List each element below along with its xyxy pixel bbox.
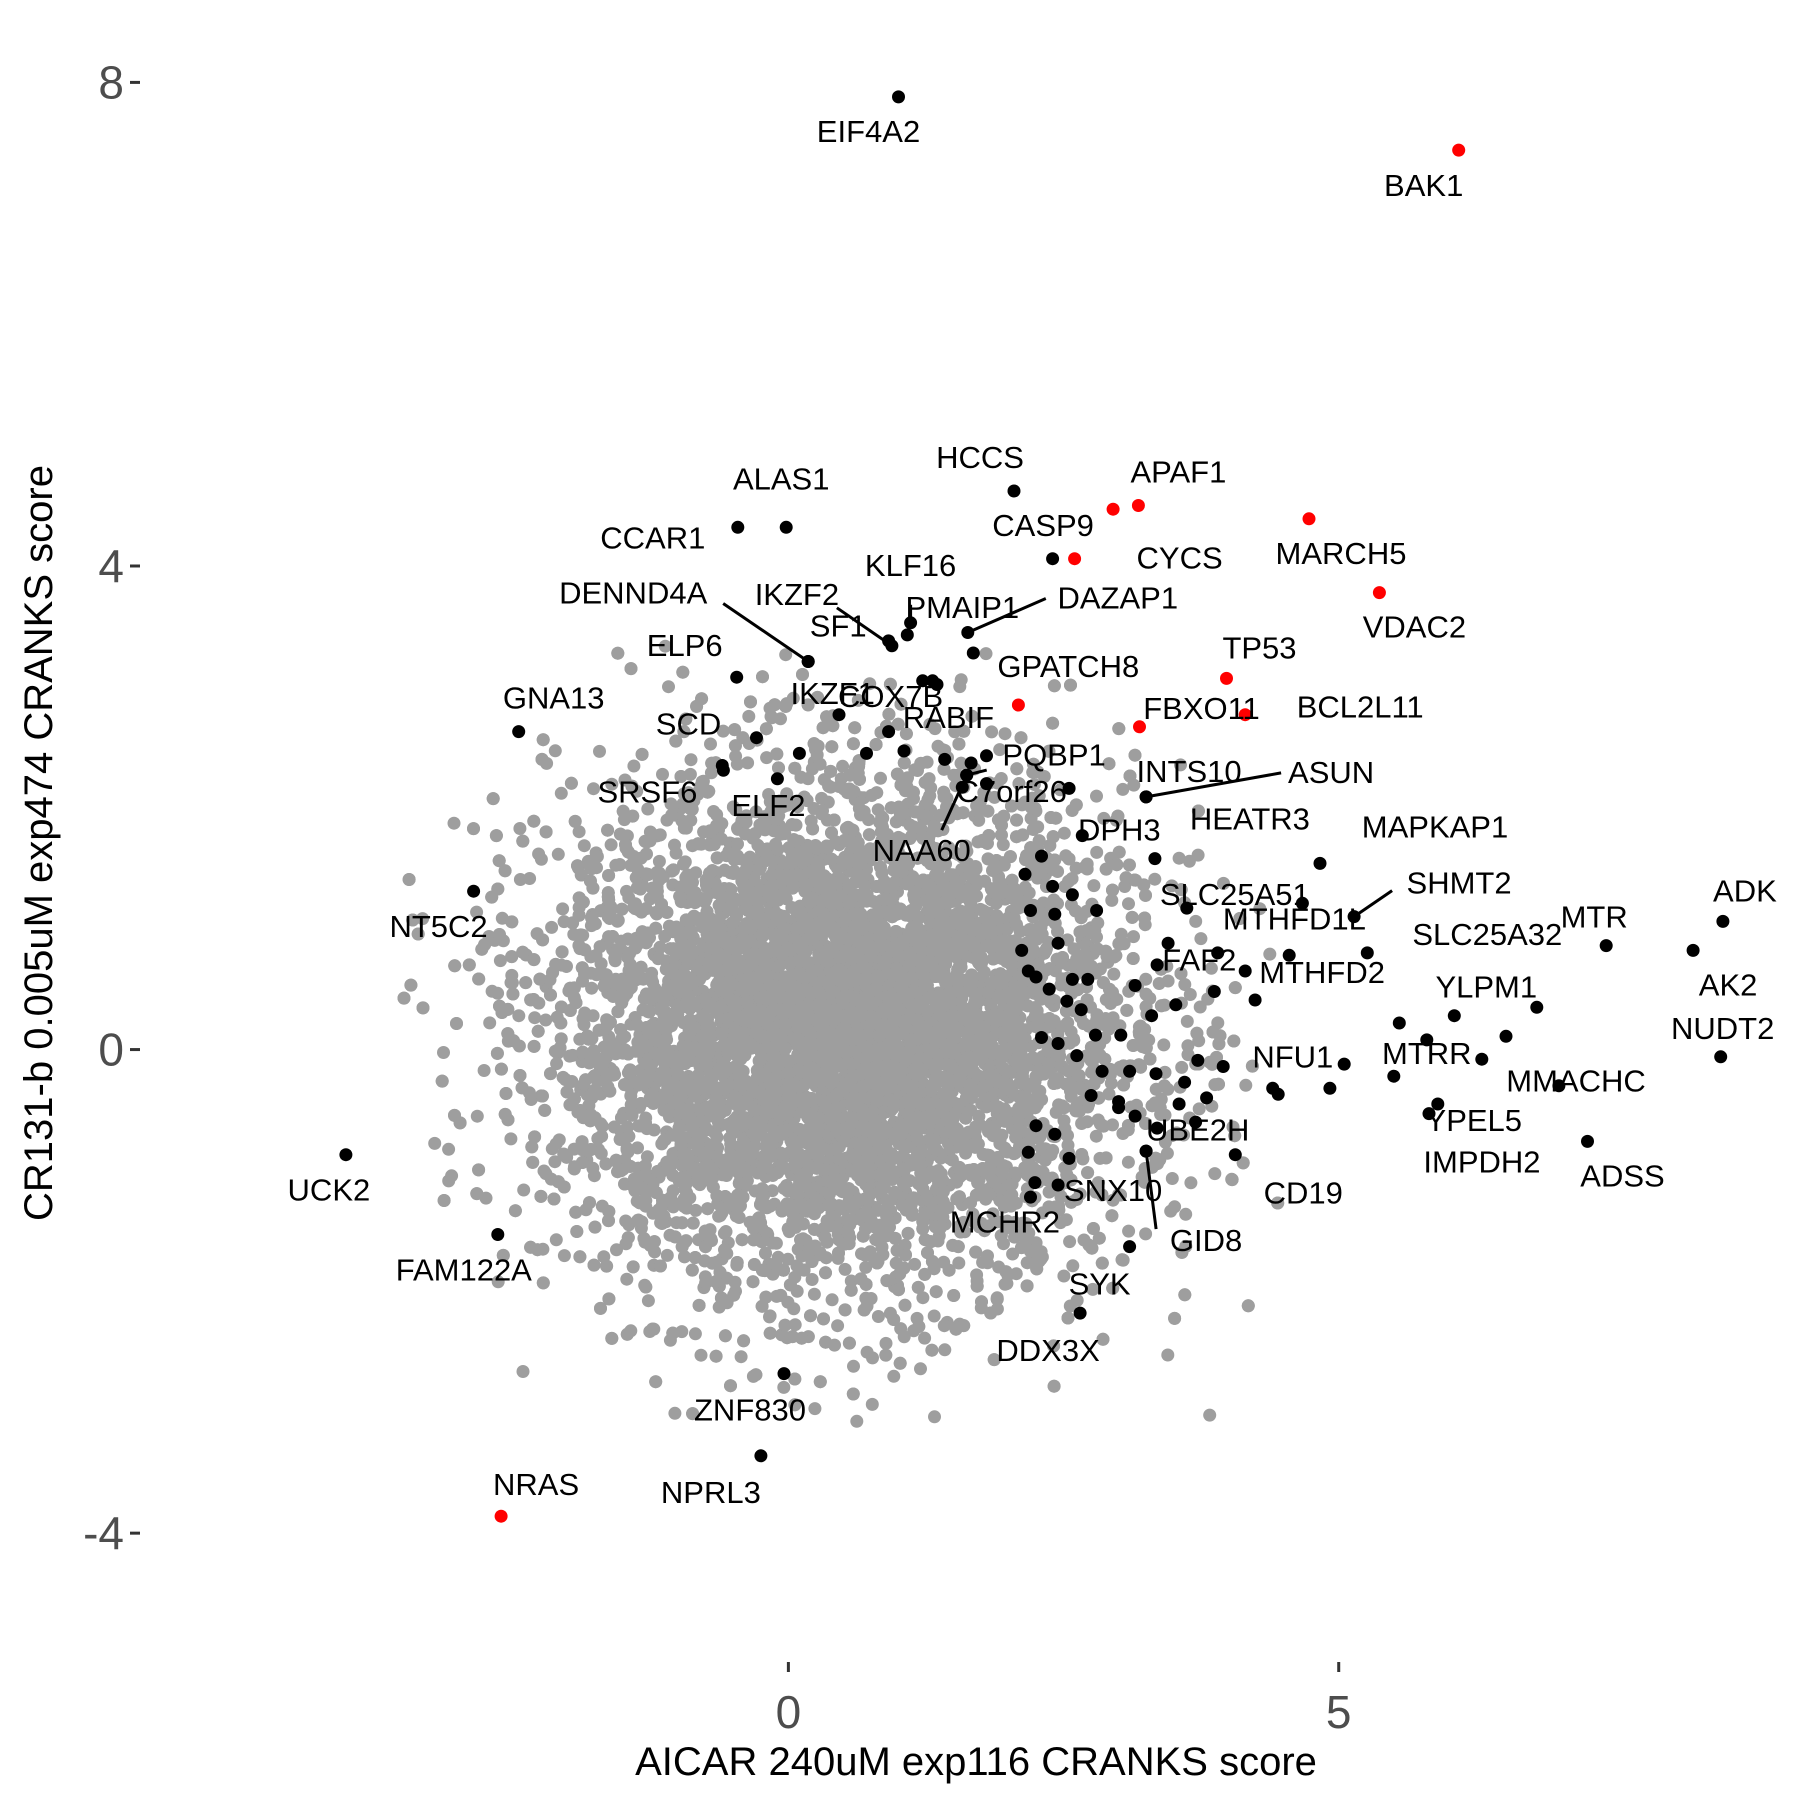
bulk-point	[741, 756, 755, 770]
bulk-point	[874, 771, 887, 785]
bulk-point	[871, 1310, 885, 1323]
bulk-point	[1116, 782, 1130, 796]
bulk-point	[954, 673, 968, 687]
bulk-point	[808, 1402, 822, 1416]
bulk-point	[838, 1262, 852, 1276]
bulk-point	[928, 1410, 941, 1424]
bulk-point	[585, 981, 599, 995]
bulk-point	[860, 1345, 874, 1359]
bulk-point	[1063, 1235, 1077, 1249]
bulk-point	[551, 847, 565, 861]
bulk-point	[1161, 1348, 1175, 1362]
bulk-point	[1090, 845, 1104, 859]
bulk-point	[627, 759, 641, 773]
bulk-point	[742, 709, 756, 723]
bulk-point	[998, 727, 1012, 741]
bulk-point	[668, 1406, 682, 1420]
bulk-point	[815, 791, 829, 805]
bulk-point	[1157, 1038, 1171, 1052]
bulk-point	[1189, 914, 1203, 928]
bulk-point	[545, 1142, 559, 1156]
bulk-point	[517, 1183, 531, 1197]
bulk-point	[1208, 1167, 1222, 1181]
bulk-point	[641, 1294, 655, 1308]
bulk-point	[704, 737, 717, 751]
bulk-point	[563, 1049, 577, 1063]
bulk-point	[594, 1147, 608, 1160]
bulk-point	[807, 1287, 821, 1301]
bulk-point	[1036, 1206, 1049, 1220]
bulk-point	[652, 854, 666, 868]
bulk-point	[593, 744, 606, 758]
bulk-point	[1253, 902, 1267, 916]
bulk-points-layer	[397, 639, 1285, 1428]
bulk-point	[694, 1348, 708, 1362]
bulk-point	[662, 680, 675, 694]
bulk-point	[688, 1327, 702, 1341]
bulk-point	[684, 753, 698, 767]
bulk-point	[1130, 1098, 1143, 1112]
bulk-point	[979, 647, 993, 661]
bulk-point	[1217, 876, 1230, 890]
bulk-point	[729, 749, 743, 763]
bulk-point	[447, 816, 461, 830]
bulk-point	[549, 1233, 563, 1247]
bulk-point	[554, 786, 568, 800]
bulk-point	[908, 1257, 922, 1271]
bulk-point	[437, 1046, 450, 1059]
bulk-point	[1192, 1102, 1206, 1116]
bulk-point	[604, 838, 618, 852]
bulk-point	[850, 1414, 864, 1428]
bulk-point	[620, 1272, 634, 1286]
bulk-point	[483, 1016, 497, 1030]
bulk-point	[1180, 1014, 1194, 1028]
bulk-point	[887, 1369, 901, 1383]
bulk-point	[1097, 811, 1111, 825]
bulk-point	[470, 905, 484, 919]
bulk-point	[428, 1136, 442, 1150]
bulk-point	[1203, 1408, 1217, 1422]
bulk-point	[1239, 1078, 1253, 1092]
bulk-point	[548, 744, 562, 758]
bulk-point	[1057, 1269, 1071, 1283]
bulk-point	[734, 1350, 748, 1364]
bulk-point	[1122, 1224, 1136, 1238]
bulk-point	[1075, 1117, 1089, 1130]
bulk-point	[577, 839, 591, 853]
bulk-point	[1183, 988, 1197, 1001]
bulk-point	[545, 920, 559, 934]
bulk-point	[1087, 879, 1101, 893]
bulk-point	[831, 1319, 845, 1333]
bulk-point	[1184, 1176, 1198, 1190]
bulk-point	[493, 954, 507, 968]
bulk-point	[539, 1013, 553, 1027]
bulk-point	[477, 1064, 491, 1077]
bulk-point	[1037, 770, 1051, 783]
bulk-point	[847, 1359, 860, 1373]
bulk-point	[914, 1362, 927, 1376]
bulk-point	[779, 648, 793, 662]
bulk-point	[1122, 897, 1135, 911]
